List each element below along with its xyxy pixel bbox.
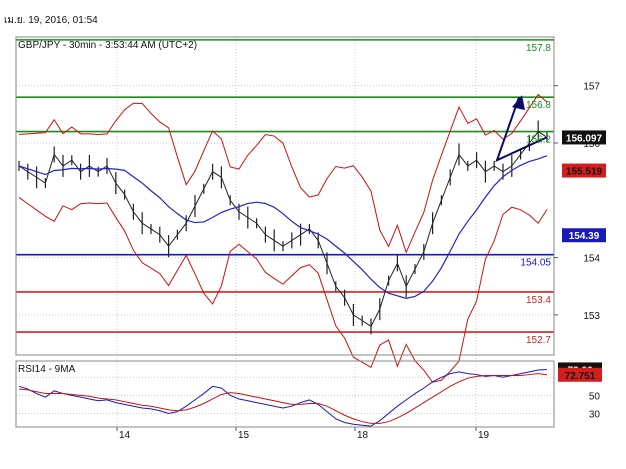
rsi-ma-line — [18, 373, 548, 424]
price-badge — [562, 228, 606, 243]
indicator-tick-label: 30 — [589, 409, 601, 420]
price-badge — [562, 130, 606, 145]
timestamp: เม.ย. 19, 2016, 01:54 — [4, 15, 98, 26]
x-tick-label: 15 — [238, 430, 250, 441]
level-label: 156.8 — [526, 100, 551, 111]
y-tick-label: 156 — [583, 139, 600, 150]
lower-band — [18, 197, 548, 383]
forecast-path — [495, 96, 548, 163]
rsi-line — [18, 368, 548, 427]
price-badge — [562, 163, 606, 178]
x-tick-label: 14 — [119, 430, 131, 441]
chart-title: GBP/JPY - 30min - 3:53:44 AM (UTC+2) — [18, 40, 198, 51]
indicator-tick-label: 50 — [589, 391, 601, 402]
price-badge-label: 155.519 — [566, 167, 603, 178]
indicator-badge-label: 72.751 — [565, 371, 596, 382]
indicator-badge — [558, 367, 602, 382]
price-line — [18, 130, 548, 328]
indicator-title: RSI14 - 9MA — [18, 364, 76, 375]
y-tick-label: 154 — [583, 254, 600, 265]
x-tick-label: 19 — [478, 430, 490, 441]
level-label: 156.2 — [526, 135, 551, 146]
level-label: 154.05 — [520, 258, 551, 269]
y-tick-label: 157 — [583, 82, 600, 93]
upper-band — [18, 93, 548, 254]
price-badge-label: 154.39 — [569, 231, 600, 242]
level-label: 152.7 — [526, 335, 551, 346]
main-plot-frame — [15, 36, 555, 356]
level-label: 153.4 — [526, 295, 551, 306]
x-tick-label: 18 — [357, 430, 369, 441]
level-label: 157.8 — [526, 43, 551, 54]
moving-average — [18, 155, 548, 299]
price-badge-label: 156.097 — [566, 133, 603, 144]
y-tick-label: 153 — [583, 311, 600, 322]
indicator-plot-frame — [15, 360, 555, 428]
forecast-arrowhead — [512, 95, 525, 111]
